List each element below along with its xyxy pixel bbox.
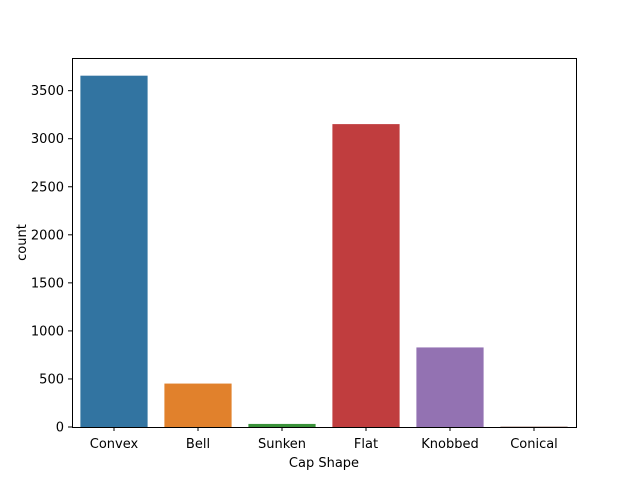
bar-flat <box>332 124 399 427</box>
y-tick-label: 2500 <box>31 180 64 195</box>
y-tick-label: 1000 <box>31 324 64 339</box>
y-tick-label: 500 <box>39 372 64 387</box>
x-tick-label-knobbed: Knobbed <box>421 437 478 452</box>
bar-knobbed <box>416 347 483 427</box>
x-axis-label: Cap Shape <box>289 456 359 471</box>
y-tick-label: 3000 <box>31 132 64 147</box>
y-tick-label: 3500 <box>31 84 64 99</box>
bar-convex <box>80 76 147 427</box>
y-tick-label: 1500 <box>31 276 64 291</box>
bar-sunken <box>248 424 315 427</box>
x-tick-label-flat: Flat <box>354 437 378 452</box>
x-tick-label-convex: Convex <box>90 437 139 452</box>
y-axis-label: count <box>15 224 30 261</box>
bar-bell <box>164 384 231 427</box>
y-tick-label: 2000 <box>31 228 64 243</box>
y-tick-label: 0 <box>56 421 64 436</box>
x-tick-label-conical: Conical <box>510 437 558 452</box>
x-tick-label-bell: Bell <box>186 437 210 452</box>
x-tick-label-sunken: Sunken <box>258 437 306 452</box>
